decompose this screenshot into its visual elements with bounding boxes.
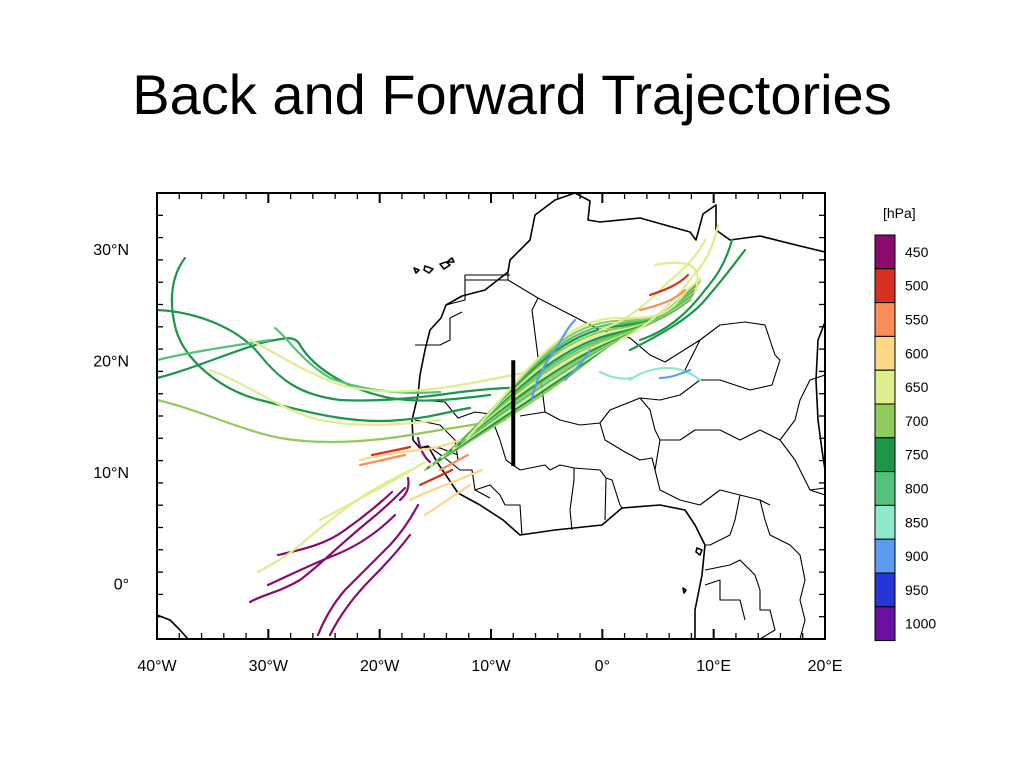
trajectory-purple-6 — [416, 436, 432, 464]
legend-label-450: 450 — [905, 244, 929, 260]
legend-swatch-950 — [874, 572, 896, 608]
trajectory-orange-2 — [438, 453, 470, 472]
trajectory-west-8 — [248, 338, 532, 393]
trajectory-north-6 — [648, 273, 690, 297]
legend-label-550: 550 — [905, 312, 929, 328]
y-tick-label: 10°N — [93, 465, 129, 482]
trajectory-north-1 — [598, 238, 707, 332]
y-tick-label: 20°N — [93, 353, 129, 370]
x-axis-labels: 40°W 30°W 20°W 10°W 0° 10°E 20°E — [137, 658, 842, 675]
legend-label-600: 600 — [905, 345, 929, 361]
trajectory-east-1 — [628, 366, 702, 382]
trajectory-blue-2 — [563, 348, 592, 382]
x-tick-label: 0° — [595, 658, 610, 675]
legend-swatch-450 — [874, 234, 896, 270]
northwest-africa-coastline — [411, 193, 825, 639]
legend-label-750: 750 — [905, 447, 929, 463]
trajectory-purple-5 — [266, 513, 397, 587]
trajectory-west-5 — [157, 398, 507, 444]
geography-layer — [157, 193, 825, 639]
y-tick-label: 30°N — [93, 242, 129, 259]
x-tick-label: 40°W — [137, 658, 177, 675]
country-borders — [414, 272, 825, 639]
legend-swatches — [874, 234, 896, 642]
trajectory-west-6 — [273, 326, 442, 394]
legend-swatch-900 — [874, 538, 896, 574]
trajectory-west-4 — [157, 338, 272, 362]
x-tick-label: 30°W — [249, 658, 289, 675]
trajectory-west-7 — [208, 368, 442, 427]
legend-swatch-750 — [874, 437, 896, 473]
legend-label-850: 850 — [905, 514, 929, 530]
legend-label-900: 900 — [905, 548, 929, 564]
x-tick-label: 20°E — [808, 658, 843, 675]
trajectory-red-1 — [370, 445, 412, 457]
pressure-legend: [hPa] 450 500 550 600 650 700 750 800 850 900 950 1… — [874, 205, 936, 642]
legend-swatch-550 — [874, 302, 896, 337]
legend-swatch-1000 — [874, 606, 896, 642]
south-america-coast — [157, 614, 189, 639]
legend-labels: 450 500 550 600 650 700 750 800 850 900 950 1000 — [905, 244, 936, 632]
trajectory-purple-7 — [398, 476, 410, 502]
axis-ticks — [156, 192, 826, 640]
trajectory-purple-1 — [248, 486, 407, 604]
x-tick-label: 10°E — [696, 658, 731, 675]
trajectory-north-4 — [628, 248, 747, 352]
legend-label-650: 650 — [905, 379, 929, 395]
legend-swatch-500 — [874, 268, 896, 304]
legend-label-700: 700 — [905, 413, 929, 429]
canary-islands — [413, 257, 455, 274]
trajectory-purple-4 — [328, 533, 412, 637]
legend-label-800: 800 — [905, 481, 929, 497]
gulf-islands — [682, 547, 703, 594]
legend-title: [hPa] — [883, 205, 916, 221]
x-tick-label: 20°W — [360, 658, 400, 675]
trajectory-yellow-3 — [358, 438, 462, 462]
trajectory-blue-1 — [530, 318, 577, 400]
y-tick-label: 0° — [114, 576, 129, 593]
trajectory-north-3 — [638, 238, 734, 342]
legend-swatch-700 — [874, 403, 896, 439]
legend-label-1000: 1000 — [905, 616, 936, 632]
slide-title: Back and Forward Trajectories — [132, 63, 892, 126]
trajectory-east-2 — [658, 368, 692, 380]
east-africa-coastline — [815, 321, 825, 471]
trajectory-north-7 — [638, 288, 687, 312]
trajectory-east-3 — [598, 370, 634, 380]
legend-label-950: 950 — [905, 582, 929, 598]
legend-swatch-650 — [874, 369, 896, 405]
legend-swatch-800 — [874, 471, 896, 506]
trajectory-purple-2 — [276, 490, 394, 557]
legend-label-500: 500 — [905, 278, 929, 294]
trajectory-purple-3 — [316, 503, 420, 637]
trajectory-orange-1 — [358, 453, 407, 467]
trajectory-north-5 — [653, 261, 699, 294]
trajectory-yellow-4 — [408, 468, 484, 502]
x-tick-label: 10°W — [471, 658, 511, 675]
trajectory-layer — [157, 223, 747, 637]
legend-swatch-850 — [874, 504, 896, 540]
trajectory-red-2 — [418, 468, 454, 487]
trajectory-west-3 — [157, 337, 492, 402]
trajectory-west-2 — [157, 308, 512, 402]
legend-swatch-600 — [874, 335, 896, 371]
trajectory-north-2 — [618, 223, 720, 342]
trajectory-bundle-16 — [465, 277, 702, 440]
y-axis-labels: 0° 10°N 20°N 30°N — [93, 242, 129, 594]
trajectory-yellow-5 — [423, 483, 472, 517]
trajectory-yellow-2 — [318, 460, 427, 522]
trajectory-yellow-1 — [256, 468, 412, 574]
